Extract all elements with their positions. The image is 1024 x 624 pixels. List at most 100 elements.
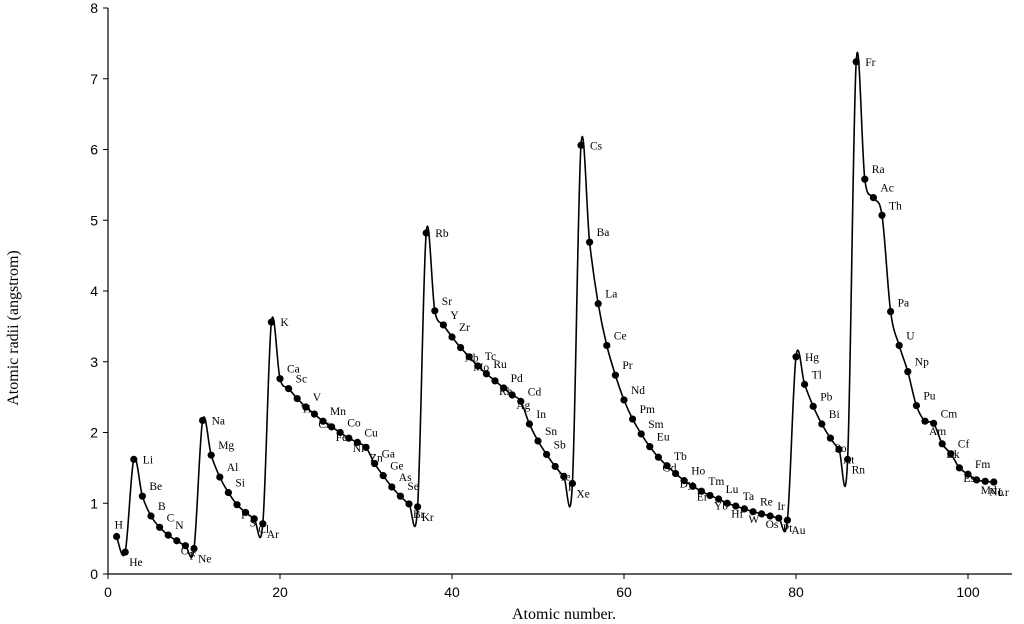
element-label-b: B (158, 501, 166, 513)
x-tick-label: 20 (272, 584, 288, 600)
data-point-cs (577, 141, 585, 149)
element-label-li: Li (143, 454, 153, 466)
element-label-ga: Ga (382, 449, 395, 461)
element-label-f: F (189, 551, 195, 563)
data-point-cu (353, 438, 361, 447)
data-point-ba (586, 238, 594, 246)
element-label-sc: Sc (296, 374, 308, 386)
element-label-es: Es (963, 473, 975, 485)
data-point-bi (818, 420, 826, 428)
data-point-np (904, 368, 912, 376)
element-label-br: Br (413, 509, 425, 521)
element-label-sm: Sm (648, 419, 663, 431)
element-label-mo: Mo (473, 362, 489, 374)
element-label-v: V (313, 392, 322, 404)
x-axis-title: Atomic number. (512, 606, 616, 623)
element-label-pu: Pu (923, 391, 935, 403)
element-label-ir: Ir (777, 501, 785, 513)
data-point-au (783, 516, 792, 524)
element-label-bk: Bk (946, 449, 960, 461)
element-label-p: P (241, 510, 247, 522)
element-label-kr: Kr (422, 512, 434, 524)
element-label-ni: Ni (353, 443, 365, 455)
data-point-tc (474, 362, 482, 370)
data-point-gd (654, 453, 663, 461)
data-point-te (551, 462, 559, 471)
element-label-hg: Hg (805, 352, 819, 364)
element-label-ge: Ge (390, 461, 403, 473)
element-label-n: N (175, 520, 184, 532)
data-point-lu (715, 495, 723, 503)
element-label-er: Er (697, 491, 708, 503)
element-label-at: At (843, 455, 855, 467)
data-point-fr (852, 58, 860, 66)
element-label-zr: Zr (459, 322, 470, 334)
element-label-pr: Pr (622, 360, 632, 372)
data-point-lr (990, 478, 998, 486)
x-tick-label: 100 (956, 584, 980, 600)
element-label-rn: Rn (852, 464, 866, 476)
data-point-o (173, 537, 181, 545)
data-point-ho (680, 477, 688, 485)
data-point-al (216, 473, 224, 481)
data-point-w (740, 505, 749, 513)
data-point-tl (801, 380, 809, 388)
data-point-pt (775, 514, 783, 522)
data-point-no (981, 477, 989, 485)
data-point-ta (732, 502, 740, 510)
data-point-si (224, 489, 232, 497)
element-label-cf: Cf (958, 439, 970, 451)
data-point-pb (809, 402, 817, 410)
element-label-co: Co (347, 418, 361, 430)
element-label-u: U (906, 331, 915, 343)
element-label-i: I (568, 481, 572, 493)
element-label-fm: Fm (975, 459, 990, 471)
series-group (113, 51, 998, 558)
element-label-ca: Ca (287, 364, 300, 376)
element-label-cl: Cl (258, 524, 269, 536)
element-label-la: La (605, 289, 617, 301)
element-label-yb: Yb (714, 501, 728, 513)
element-label-ti: Ti (301, 404, 311, 416)
data-point-k (267, 318, 275, 326)
element-label-y: Y (450, 310, 459, 322)
element-label-te: Te (559, 472, 570, 484)
y-tick-label: 0 (90, 566, 98, 582)
data-point-ac (869, 194, 878, 202)
data-point-cr (310, 410, 318, 418)
data-point-es (955, 464, 964, 472)
element-label-h: H (115, 520, 123, 532)
data-point-am (921, 417, 929, 425)
element-label-k: K (280, 317, 289, 329)
data-point-re (749, 508, 757, 516)
data-point-sm (637, 430, 645, 438)
data-point-os (758, 510, 766, 518)
element-label-pm: Pm (640, 404, 655, 416)
element-label-cm: Cm (941, 408, 958, 420)
element-label-au: Au (791, 525, 805, 537)
data-point-ar (259, 520, 267, 528)
data-point-fm (964, 470, 972, 478)
element-label-th: Th (889, 200, 902, 212)
element-label-ne: Ne (198, 554, 211, 566)
data-point-zn (362, 443, 370, 451)
data-point-pd (500, 384, 508, 392)
data-point-v (302, 403, 310, 411)
data-point-na (199, 416, 207, 425)
data-point-li (130, 455, 138, 463)
element-label-tl: Tl (812, 369, 822, 381)
data-point-he (121, 548, 129, 556)
data-point-sc (285, 385, 293, 393)
data-point-pa (887, 307, 895, 316)
element-label-tm: Tm (708, 476, 724, 488)
element-label-cu: Cu (364, 427, 378, 439)
y-tick-label: 3 (90, 354, 98, 370)
element-label-be: Be (149, 481, 162, 493)
element-label-no: No (989, 486, 1003, 498)
data-point-ru (482, 370, 490, 378)
element-label-si: Si (235, 478, 245, 490)
data-point-sr (431, 307, 439, 315)
data-point-ce (603, 341, 611, 350)
data-point-se (396, 492, 404, 500)
